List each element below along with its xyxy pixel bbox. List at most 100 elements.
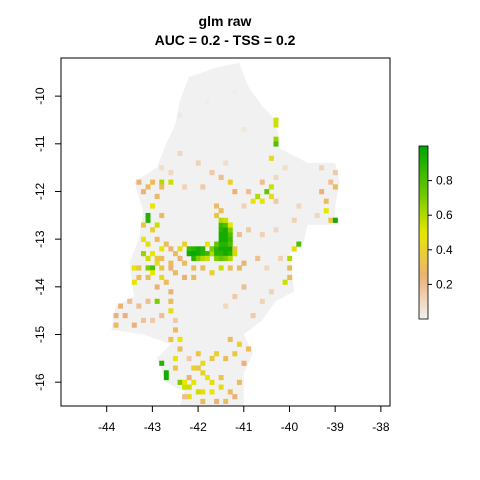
raster-cell: [227, 222, 233, 228]
legend-color-step: [419, 304, 428, 308]
legend-color-step: [419, 148, 428, 153]
raster-cell: [214, 241, 220, 247]
y-tick-label: -10: [33, 87, 47, 105]
legend-color-step: [419, 298, 428, 303]
raster-cell: [168, 265, 174, 271]
raster-cell: [154, 255, 160, 262]
legend-color-step: [419, 307, 428, 311]
raster-cell: [204, 251, 210, 257]
raster-cell: [195, 246, 201, 252]
raster-cell: [223, 236, 229, 242]
legend-color-step: [419, 246, 428, 251]
raster-cell: [223, 246, 229, 252]
raster-cell: [204, 255, 210, 262]
raster-cell: [159, 313, 165, 319]
raster-cell: [232, 351, 238, 357]
legend-color-step: [419, 218, 428, 222]
raster-cell: [154, 298, 160, 304]
legend-color-step: [419, 206, 428, 210]
raster-cell: [150, 265, 156, 271]
raster-cell: [177, 150, 183, 157]
raster-cell: [218, 384, 224, 390]
raster-cell: [150, 317, 156, 323]
raster-cell: [191, 379, 197, 385]
raster-cell: [227, 389, 233, 395]
raster-cell: [278, 255, 284, 262]
legend-color-step: [419, 229, 428, 233]
raster-cell: [236, 265, 242, 271]
y-tick-label: -14: [33, 278, 47, 296]
legend-color-step: [419, 249, 428, 254]
raster-cell: [214, 251, 220, 257]
raster-cell: [218, 246, 224, 252]
raster-cell: [223, 251, 229, 257]
raster-cell: [241, 260, 247, 266]
raster-cell: [200, 370, 206, 376]
legend-color-step: [419, 223, 428, 228]
legend-tick-label: 0.2: [436, 277, 453, 291]
legend-color-step: [419, 192, 428, 196]
raster-cell: [172, 270, 178, 276]
raster-cell: [328, 179, 334, 185]
x-tick-label: -42: [189, 420, 207, 434]
raster-cell: [177, 336, 183, 343]
raster-cell: [168, 260, 174, 266]
raster-cell: [241, 127, 247, 133]
raster-cell: [168, 179, 174, 185]
raster-cell: [236, 379, 242, 385]
legend-color-step: [419, 157, 428, 161]
legend-color-step: [419, 169, 428, 173]
legend-color-step: [419, 316, 428, 320]
raster-cell: [223, 232, 229, 238]
raster-cell: [163, 375, 169, 381]
raster-cell: [159, 179, 165, 185]
raster-cell: [273, 174, 279, 180]
raster-cell: [246, 227, 252, 233]
legend-color-step: [419, 180, 428, 184]
raster-cell: [172, 355, 178, 362]
y-tick-label: -15: [33, 325, 47, 343]
y-tick-label: -11: [33, 135, 47, 152]
raster-cell: [209, 355, 215, 362]
legend-color-step: [419, 200, 428, 205]
raster-cell: [145, 217, 151, 223]
legend-color-step: [419, 275, 428, 280]
raster-cell: [182, 379, 188, 385]
y-tick-label: -12: [33, 182, 47, 200]
raster-cell: [131, 322, 137, 328]
raster-cell: [259, 298, 265, 304]
raster-cell: [113, 313, 119, 319]
raster-cell: [218, 241, 224, 247]
raster-cell: [250, 313, 256, 319]
raster-cell: [154, 260, 160, 266]
raster-cell: [273, 141, 279, 147]
raster-cell: [186, 394, 192, 400]
legend-color-step: [419, 290, 428, 294]
raster-cell: [159, 165, 165, 171]
raster-cell: [223, 222, 229, 228]
raster-cell: [268, 289, 274, 295]
legend-color-step: [419, 215, 428, 219]
legend-tick-label: 0.8: [436, 174, 453, 188]
legend-color-step: [419, 301, 428, 306]
raster-cell: [227, 232, 233, 238]
legend-color-step: [419, 151, 428, 156]
raster-cell: [186, 251, 192, 257]
legend-color-step: [419, 174, 428, 179]
raster-cell: [214, 351, 220, 357]
y-tick-label: -13: [33, 230, 47, 248]
raster-cell: [273, 122, 279, 128]
raster-cell: [150, 251, 156, 257]
raster-cell: [232, 246, 238, 252]
raster-cell: [168, 308, 174, 314]
raster-cell: [145, 298, 151, 304]
raster-cell: [136, 274, 142, 281]
legend-color-step: [419, 232, 428, 236]
raster-cell: [214, 246, 220, 252]
raster-cell: [218, 227, 224, 233]
raster-cell: [159, 265, 165, 271]
raster-cell: [177, 246, 183, 252]
legend-color-step: [419, 278, 428, 283]
raster-cell: [182, 184, 188, 190]
raster-cell: [154, 236, 160, 242]
